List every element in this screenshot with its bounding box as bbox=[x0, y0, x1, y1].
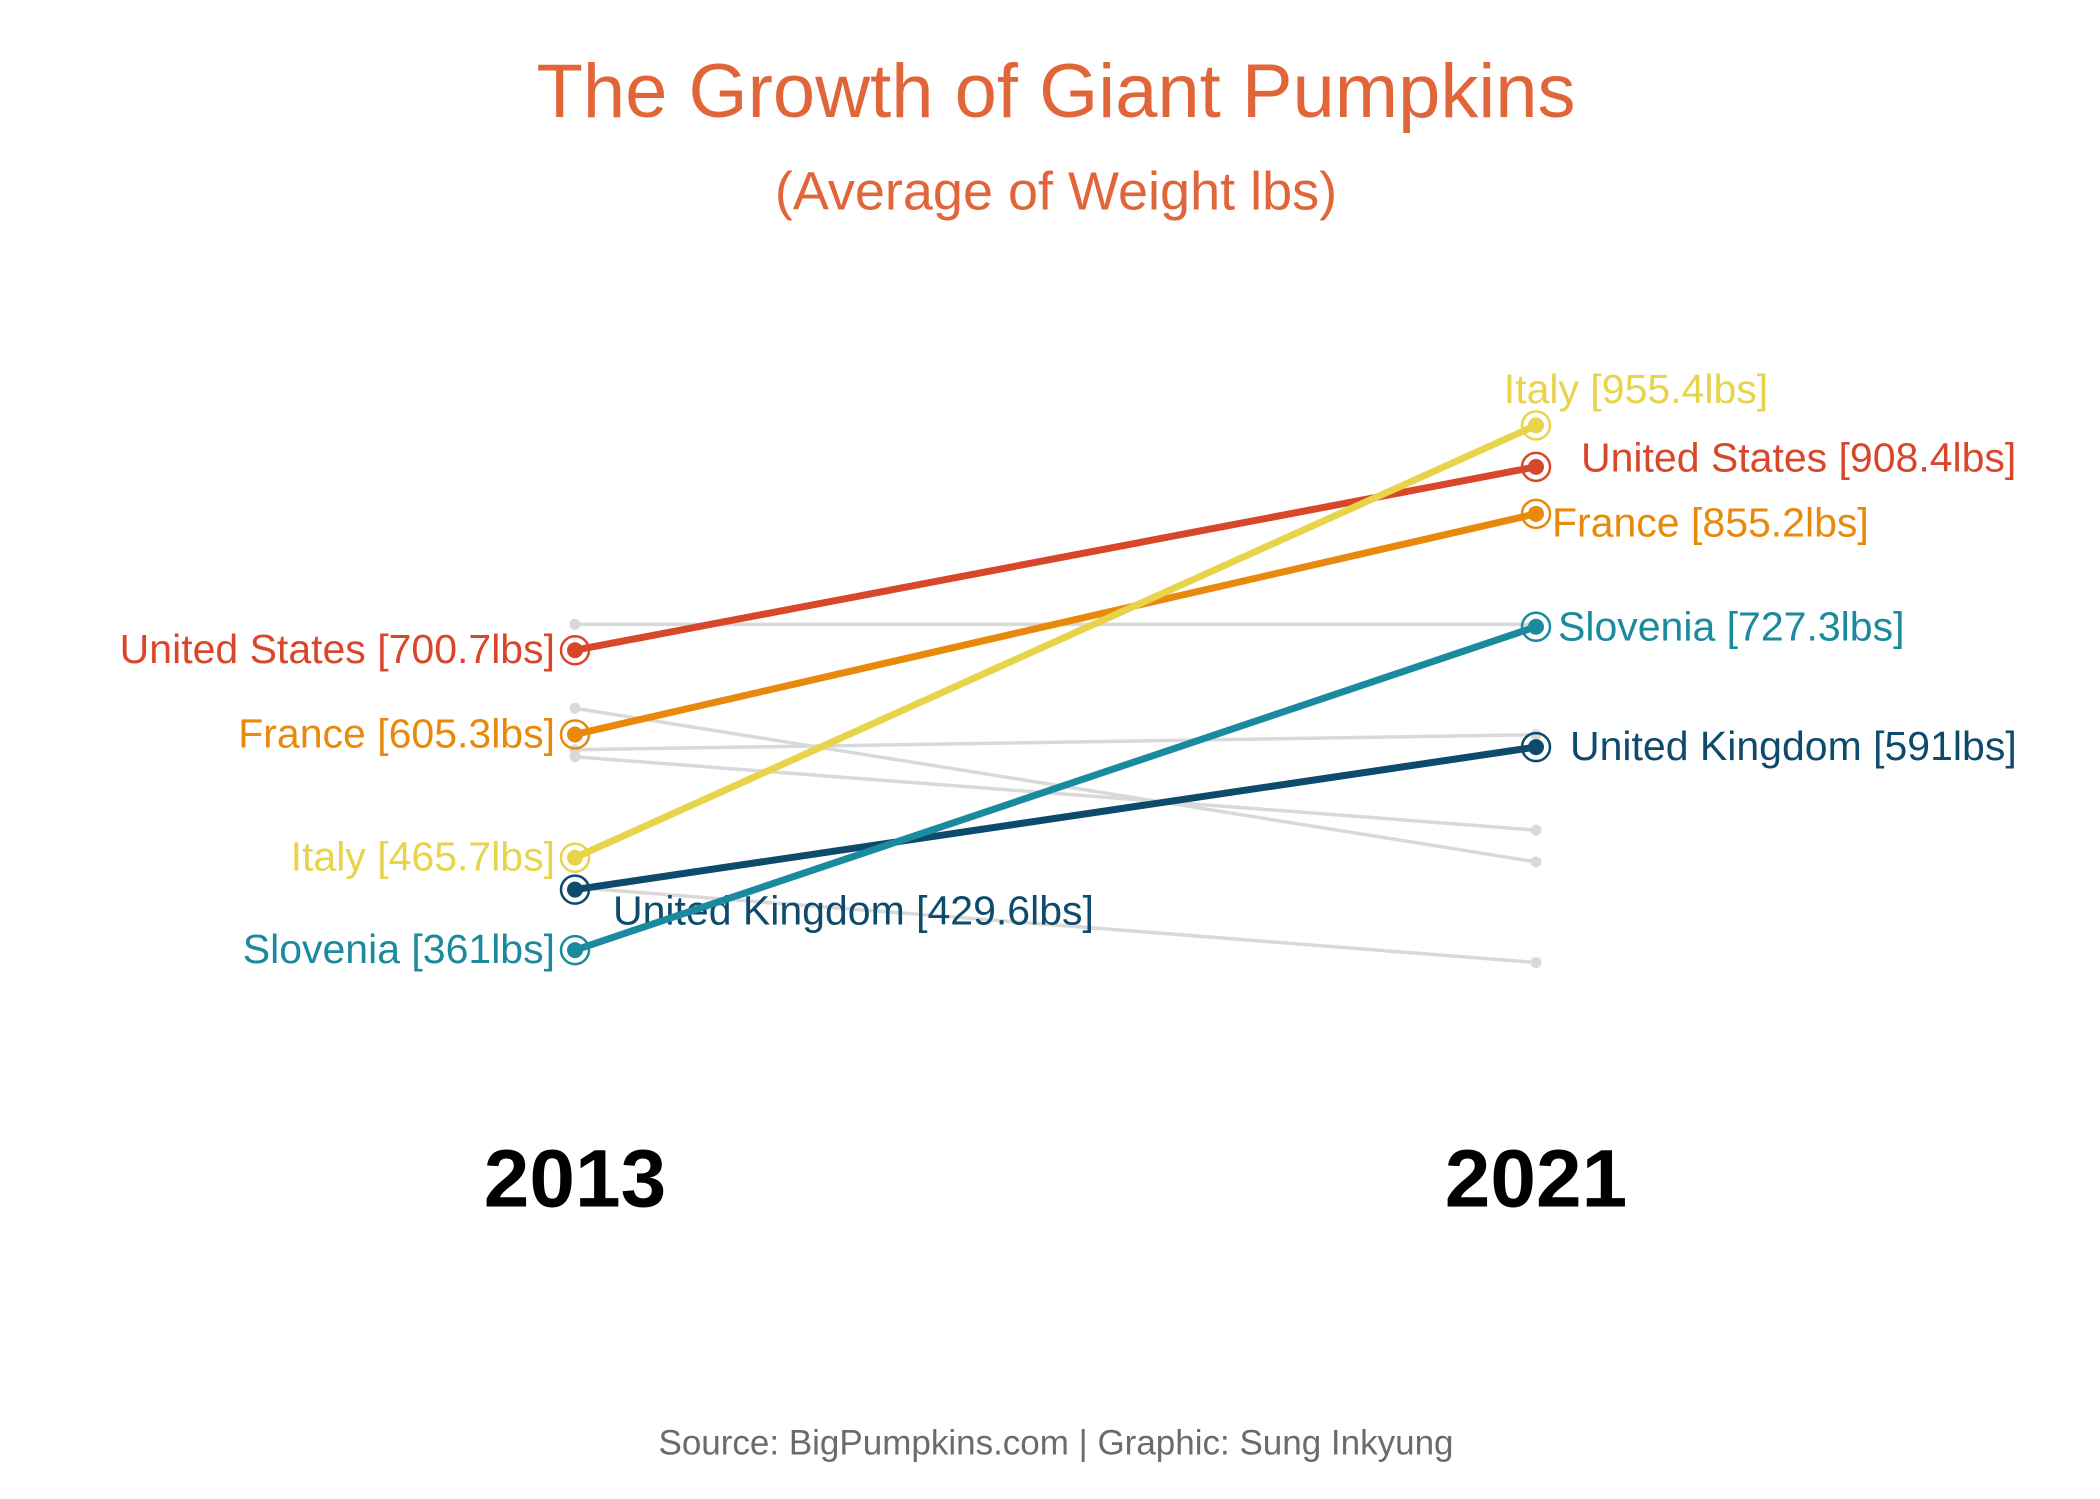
point bbox=[1528, 458, 1544, 475]
series-line bbox=[571, 743, 1540, 894]
point bbox=[1528, 505, 1544, 522]
point bbox=[1528, 739, 1544, 756]
point bbox=[567, 942, 583, 959]
value-label: United States [700.7lbs] bbox=[120, 626, 555, 672]
point bbox=[569, 702, 581, 714]
point bbox=[1528, 618, 1544, 635]
value-label: Italy [955.4lbs] bbox=[1504, 366, 1768, 412]
point bbox=[567, 642, 583, 659]
point bbox=[569, 618, 581, 630]
value-label: Italy [465.7lbs] bbox=[291, 834, 555, 880]
point bbox=[1530, 824, 1542, 836]
point-ring bbox=[1520, 611, 1552, 643]
point-ring bbox=[1520, 451, 1552, 483]
point-ring bbox=[1520, 731, 1552, 763]
point bbox=[567, 849, 583, 866]
background-line bbox=[573, 732, 1538, 752]
x-category-label: 2021 bbox=[1445, 1134, 1627, 1225]
point bbox=[1530, 729, 1542, 741]
background-line bbox=[573, 755, 1538, 832]
point bbox=[569, 751, 581, 763]
value-label: Slovenia [727.3lbs] bbox=[1558, 604, 1904, 650]
point-ring bbox=[1520, 410, 1552, 441]
point-ring bbox=[559, 634, 591, 666]
series-line bbox=[571, 421, 1540, 862]
source-note: Source: BigPumpkins.com | Graphic: Sung … bbox=[658, 1423, 1453, 1462]
point-ring bbox=[559, 934, 591, 966]
chart-title: The Growth of Giant Pumpkins bbox=[536, 49, 1575, 134]
point-ring bbox=[559, 719, 591, 750]
value-label: United States [908.4lbs] bbox=[1581, 435, 2016, 481]
series-line bbox=[571, 510, 1540, 738]
value-label: France [855.2lbs] bbox=[1552, 500, 1869, 546]
point-ring bbox=[559, 842, 591, 873]
point-ring bbox=[1520, 498, 1552, 530]
point bbox=[567, 726, 583, 743]
value-label: France [605.3lbs] bbox=[238, 710, 555, 756]
point bbox=[1530, 957, 1542, 969]
x-category-label: 2013 bbox=[484, 1134, 666, 1225]
value-label: United Kingdom [591lbs] bbox=[1570, 723, 2017, 769]
point bbox=[567, 881, 583, 898]
point bbox=[1530, 856, 1542, 868]
chart-subtitle: (Average of Weight lbs) bbox=[775, 161, 1337, 221]
point bbox=[1528, 417, 1544, 434]
value-label: Slovenia [361lbs] bbox=[243, 926, 555, 972]
series-line bbox=[571, 623, 1540, 954]
point-ring bbox=[559, 874, 591, 905]
background-line bbox=[573, 885, 1538, 965]
